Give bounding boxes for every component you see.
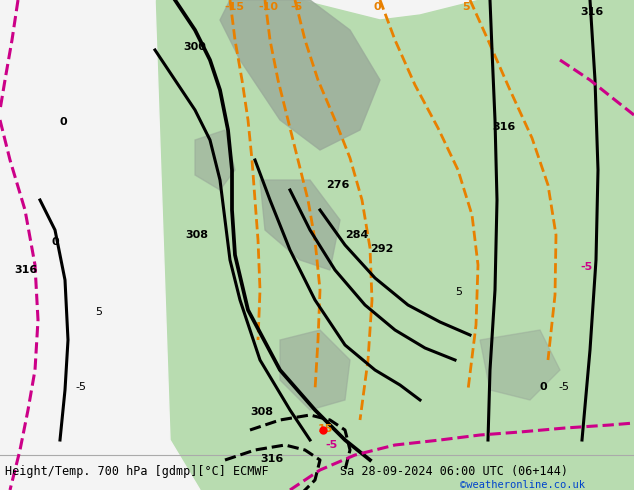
- Text: 5: 5: [462, 2, 470, 12]
- Text: 316: 316: [580, 7, 603, 17]
- Text: 0: 0: [373, 2, 380, 12]
- Text: 5: 5: [95, 307, 102, 317]
- Text: 300: 300: [183, 42, 206, 52]
- Text: 284: 284: [345, 230, 368, 240]
- Text: 316: 316: [15, 265, 38, 275]
- Text: 308: 308: [185, 230, 208, 240]
- Text: 15: 15: [318, 424, 333, 434]
- Text: -5: -5: [75, 382, 86, 392]
- Polygon shape: [155, 0, 634, 490]
- Text: -5: -5: [580, 262, 592, 272]
- Text: -15: -15: [224, 2, 244, 12]
- Text: -5: -5: [325, 440, 337, 450]
- Text: Sa 28-09-2024 06:00 UTC (06+144): Sa 28-09-2024 06:00 UTC (06+144): [340, 465, 568, 478]
- Polygon shape: [220, 0, 380, 150]
- Polygon shape: [260, 180, 340, 270]
- Text: -10: -10: [258, 2, 278, 12]
- Text: 0: 0: [540, 382, 548, 392]
- Text: 0: 0: [52, 237, 60, 247]
- Text: 292: 292: [370, 244, 393, 254]
- Polygon shape: [480, 0, 634, 490]
- Text: -5: -5: [558, 382, 569, 392]
- Polygon shape: [0, 0, 200, 490]
- Text: ©weatheronline.co.uk: ©weatheronline.co.uk: [460, 480, 585, 490]
- Text: 308: 308: [250, 407, 273, 417]
- Polygon shape: [0, 0, 155, 200]
- Text: -5: -5: [290, 2, 302, 12]
- Text: 316: 316: [492, 122, 515, 132]
- Text: 0: 0: [60, 117, 68, 127]
- Polygon shape: [480, 330, 560, 400]
- Polygon shape: [195, 130, 235, 190]
- Text: 316: 316: [260, 454, 283, 464]
- Text: 5: 5: [455, 287, 462, 297]
- Text: Height/Temp. 700 hPa [gdmp][°C] ECMWF: Height/Temp. 700 hPa [gdmp][°C] ECMWF: [5, 465, 269, 478]
- Text: 276: 276: [326, 180, 349, 190]
- Polygon shape: [280, 330, 350, 410]
